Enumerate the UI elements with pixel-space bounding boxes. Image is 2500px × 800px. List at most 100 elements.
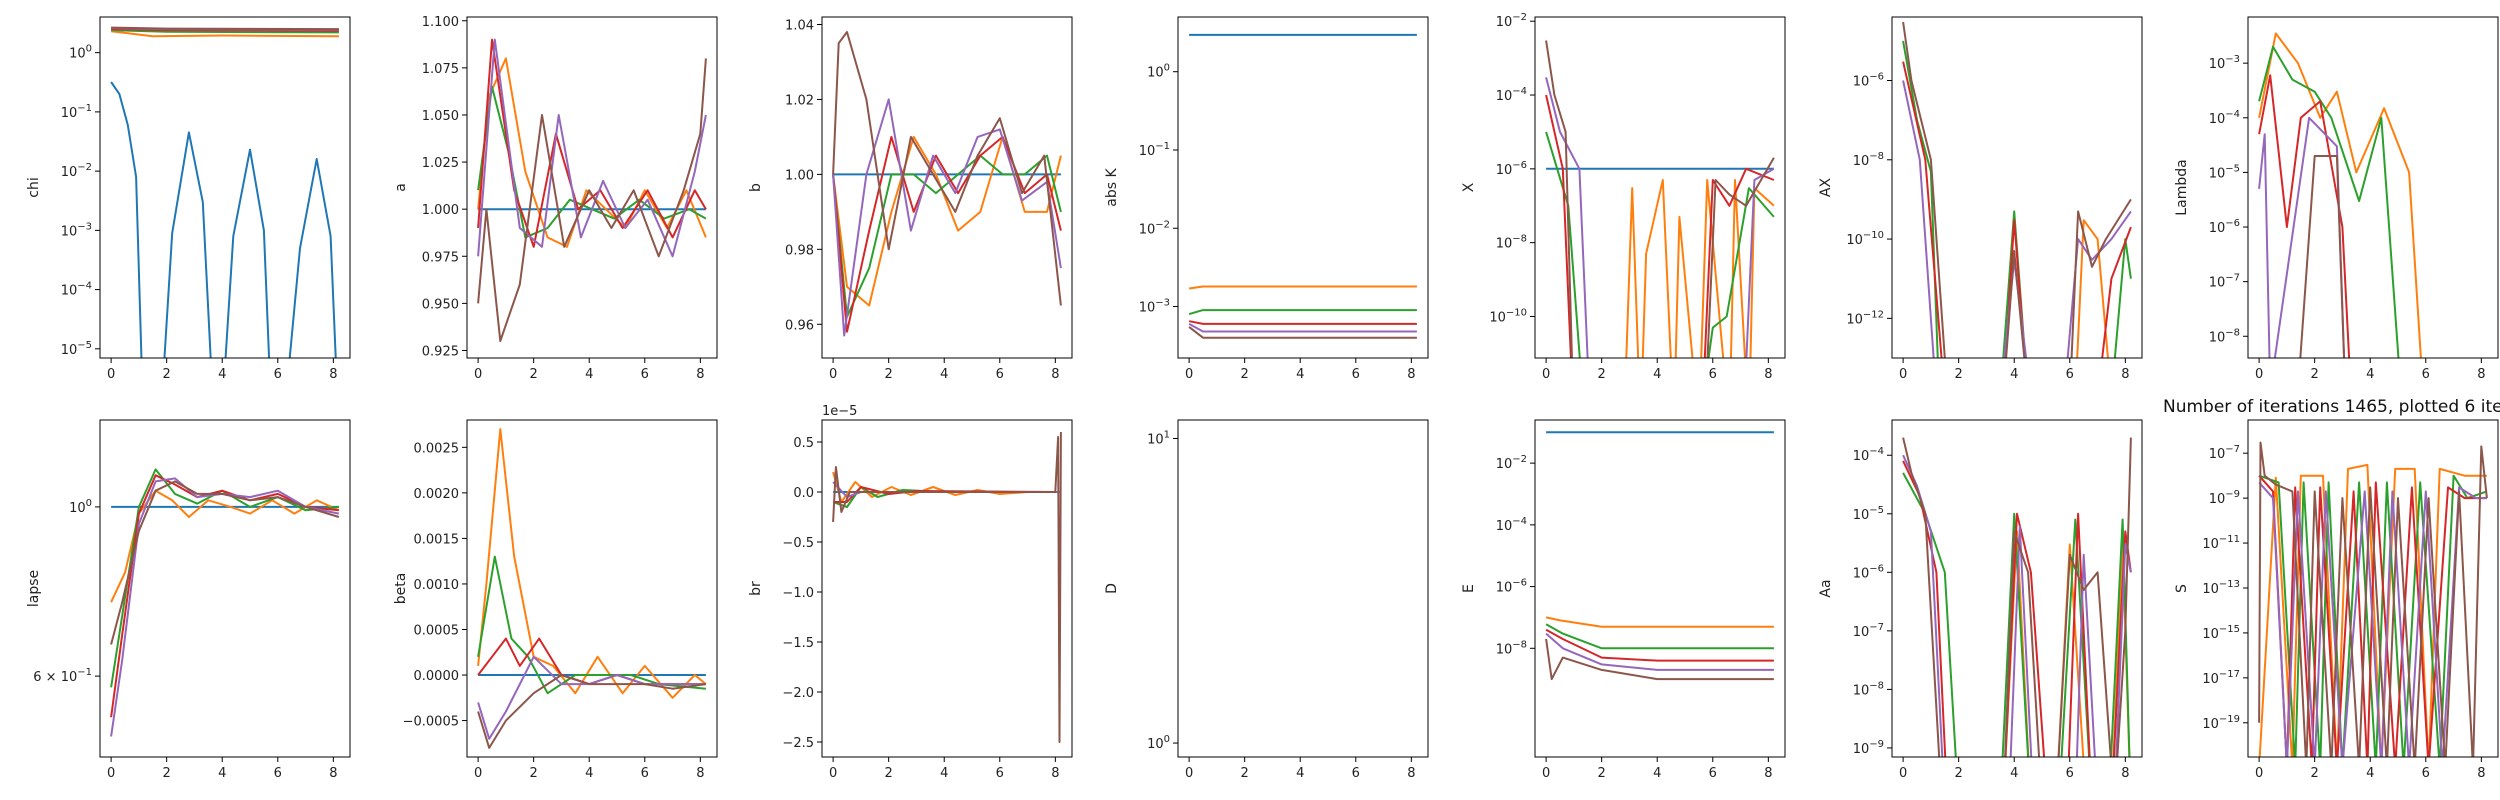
series-line-AX-5 — [1902, 21, 2132, 358]
x-tick-label-b: 8 — [1051, 367, 1059, 382]
y-tick-label-chi: 10−5 — [61, 340, 92, 358]
series-line-Aa-5 — [1902, 437, 2132, 757]
axes-frame-b — [821, 16, 1073, 359]
y-tick-label-Aa: 10−7 — [1853, 622, 1884, 640]
x-tick-label-b: 2 — [885, 367, 893, 382]
series-line-a-5 — [477, 58, 707, 342]
x-tick-label-E: 6 — [1709, 766, 1717, 781]
y-axis-label-E: E — [1461, 584, 1477, 593]
y-tick-label-S: 10−11 — [2202, 534, 2240, 552]
x-tick-label-AX: 0 — [1899, 367, 1907, 382]
x-tick-label-Aa: 0 — [1899, 766, 1907, 781]
x-tick-label-a: 8 — [696, 367, 704, 382]
y-tick-label-S: 10−19 — [2202, 714, 2240, 732]
subplot-AX: 0 2 4 6 8 10−6 10−8 10−10 10−12 AX — [1818, 16, 2143, 382]
y-tick-label-Lambda: 10−5 — [2209, 163, 2240, 181]
x-tick-label-E: 0 — [1542, 766, 1550, 781]
y-axis-label-chi: chi — [26, 177, 42, 197]
series-line-absK-3 — [1188, 320, 1417, 325]
subplot-Lambda: 0 2 4 6 8 10−3 10−4 10−5 10−6 10−7 10−8 Lambda — [2174, 16, 2499, 382]
y-tick-label-a: 0.950 — [422, 297, 459, 312]
x-tick-label-S: 0 — [2255, 766, 2263, 781]
x-tick-label-beta: 6 — [641, 766, 649, 781]
y-tick-label-Aa: 10−8 — [1853, 680, 1884, 698]
axes-frame-chi — [99, 16, 351, 359]
y-tick-label-b: 1.04 — [785, 18, 814, 33]
series-line-S-5 — [2258, 441, 2488, 757]
axes-frame-Lambda — [2247, 16, 2499, 359]
y-tick-label-beta: 0.0025 — [414, 441, 460, 456]
x-tick-label-Lambda: 8 — [2477, 367, 2485, 382]
x-tick-label-E: 4 — [1653, 766, 1661, 781]
y-tick-label-br: −2.5 — [782, 736, 814, 751]
offset-label-br: 1e−5 — [822, 404, 857, 419]
x-tick-label-chi: 4 — [218, 367, 226, 382]
series-line-Aa-4 — [1902, 454, 2132, 757]
plot-area-absK — [1188, 33, 1417, 339]
y-tick-label-chi: 10−2 — [61, 162, 92, 180]
y-tick-label-X: 10−4 — [1496, 86, 1527, 104]
series-line-AX-2 — [1902, 40, 2132, 358]
series-line-absK-4 — [1188, 323, 1417, 333]
y-tick-label-br: −0.5 — [782, 536, 814, 551]
axes-frame-S — [2247, 419, 2499, 758]
y-tick-label-a: 1.075 — [422, 62, 459, 77]
plot-area-beta — [477, 428, 707, 749]
plot-area-E — [1545, 431, 1774, 681]
series-line-chi-2 — [111, 29, 339, 34]
x-tick-label-Lambda: 0 — [2255, 367, 2263, 382]
y-tick-label-beta: 0.0020 — [414, 487, 460, 502]
x-tick-label-E: 8 — [1764, 766, 1772, 781]
subplot-br: 0 2 4 6 8 0.5 0.0 −0.5 −1.0 −1.5 −2.0 −2.5 br 1e−5 — [748, 404, 1073, 781]
series-line-E-1 — [1545, 616, 1774, 628]
plot-area-chi — [110, 26, 339, 358]
x-tick-label-AX: 6 — [2066, 367, 2074, 382]
x-tick-label-Aa: 8 — [2121, 766, 2129, 781]
x-tick-label-D: 2 — [1241, 766, 1249, 781]
series-line-S-1 — [2258, 463, 2487, 757]
subplot-Aa: 0 2 4 6 8 10−4 10−5 10−6 10−7 10−8 10−9 Aa — [1818, 419, 2143, 781]
x-tick-label-X: 0 — [1542, 367, 1550, 382]
y-tick-label-Aa: 10−5 — [1853, 505, 1884, 523]
x-tick-label-b: 6 — [996, 367, 1004, 382]
x-tick-label-E: 2 — [1598, 766, 1606, 781]
y-axis-label-a: a — [393, 183, 409, 192]
series-line-chi-0 — [110, 81, 337, 358]
y-tick-label-beta: −0.0005 — [403, 715, 459, 730]
plot-area-lapse — [110, 468, 340, 737]
y-axis-label-Aa: Aa — [1818, 579, 1834, 597]
x-tick-label-chi: 6 — [274, 367, 282, 382]
x-tick-label-b: 4 — [940, 367, 948, 382]
series-line-a-2 — [477, 85, 707, 239]
y-tick-label-br: −1.0 — [782, 586, 814, 601]
y-tick-label-S: 10−9 — [2209, 489, 2240, 507]
y-axis-label-AX: AX — [1818, 178, 1834, 198]
x-tick-label-br: 0 — [829, 766, 837, 781]
y-tick-label-Lambda: 10−4 — [2209, 109, 2240, 127]
series-line-Lambda-3 — [2258, 74, 2351, 358]
x-tick-label-D: 0 — [1185, 766, 1193, 781]
series-line-beta-1 — [477, 428, 707, 699]
subplot-E: 0 2 4 6 8 10−2 10−4 10−6 10−8 E — [1461, 419, 1786, 781]
subplot-S: 0 2 4 6 8 10−7 10−9 10−11 10−13 10−15 10−17 10−19 S — [2174, 419, 2499, 781]
series-line-chi-1 — [110, 30, 339, 38]
series-line-lapse-3 — [110, 474, 339, 718]
y-tick-label-b: 0.96 — [785, 318, 814, 333]
series-line-AX-1 — [2076, 219, 2109, 358]
y-tick-label-absK: 10−2 — [1139, 219, 1170, 237]
y-tick-label-Lambda: 10−8 — [2209, 327, 2240, 345]
y-tick-label-absK: 10−1 — [1139, 141, 1170, 159]
y-tick-label-br: 0.0 — [793, 486, 814, 501]
axes-frame-br — [821, 419, 1073, 758]
y-tick-label-br: −1.5 — [782, 636, 814, 651]
x-tick-label-beta: 2 — [530, 766, 538, 781]
x-tick-label-beta: 4 — [585, 766, 593, 781]
y-tick-label-lapse: 100 — [69, 498, 92, 516]
series-line-Lambda-1 — [2258, 32, 2422, 358]
x-tick-label-br: 2 — [885, 766, 893, 781]
y-tick-label-Aa: 10−6 — [1853, 563, 1884, 581]
y-tick-label-b: 0.98 — [785, 243, 814, 258]
series-line-Aa-2 — [1902, 472, 2131, 757]
subplot-lapse: 0 2 4 6 8 100 6 × 10−1 lapse — [26, 419, 351, 781]
